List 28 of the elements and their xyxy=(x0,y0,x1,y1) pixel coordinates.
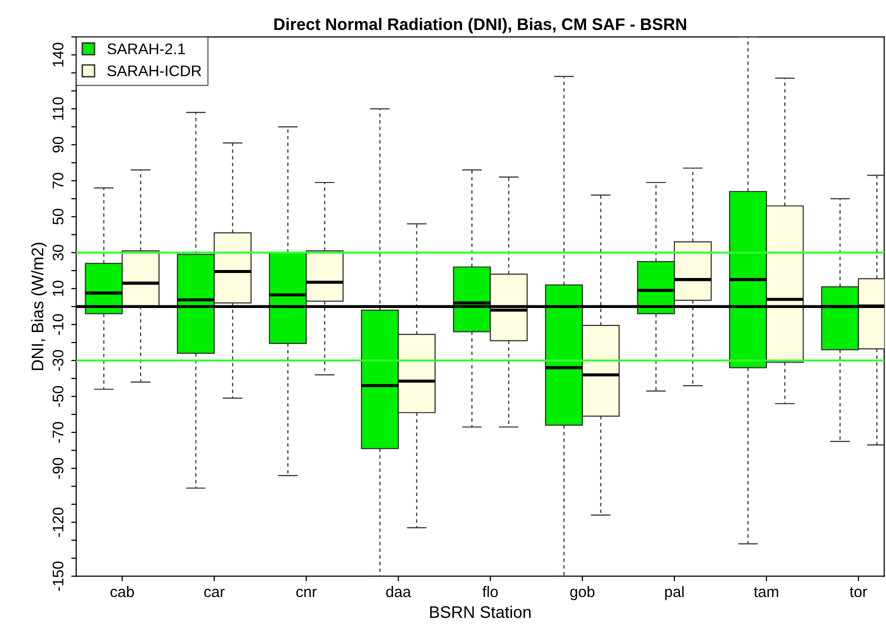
y-tick-label: -50 xyxy=(52,386,64,407)
y-axis-title: DNI, Bias (W/m2) xyxy=(31,242,47,370)
y-tick-label: -10 xyxy=(52,314,64,335)
x-tick-label: car xyxy=(204,588,225,598)
y-tick-label: -150 xyxy=(52,562,64,591)
x-tick-label: tor xyxy=(850,587,868,598)
y-tick-label: 90 xyxy=(52,136,64,153)
y-tick-label: 30 xyxy=(52,244,64,261)
x-tick-label: cab xyxy=(110,586,134,598)
y-tick-label: 10 xyxy=(52,280,64,296)
y-tick-label: -70 xyxy=(52,422,64,443)
chart-title: Direct Normal Radiation (DNI), Bias, CM SAF - BSRN xyxy=(274,18,686,34)
y-tick-label: -120 xyxy=(52,508,64,537)
y-tick-label: -90 xyxy=(52,458,64,479)
y-tick-label: -30 xyxy=(52,350,64,371)
x-tick-label: pal xyxy=(665,586,684,600)
x-tick-label: flo xyxy=(482,586,498,598)
y-tick-label: 50 xyxy=(52,208,64,225)
y-tick-label: 110 xyxy=(52,97,64,120)
x-tick-label: gob xyxy=(570,586,594,600)
x-tick-label: tam xyxy=(754,587,778,598)
y-tick-label: 140 xyxy=(52,42,64,66)
x-axis-title: BSRN Station xyxy=(430,606,531,618)
x-tick-label: cnr xyxy=(296,588,317,598)
legend-label: SARAH-2.1 xyxy=(107,43,185,54)
x-tick-label: daa xyxy=(386,586,412,598)
legend-label: SARAH-ICDR xyxy=(107,65,202,76)
y-tick-label: 70 xyxy=(52,172,64,188)
